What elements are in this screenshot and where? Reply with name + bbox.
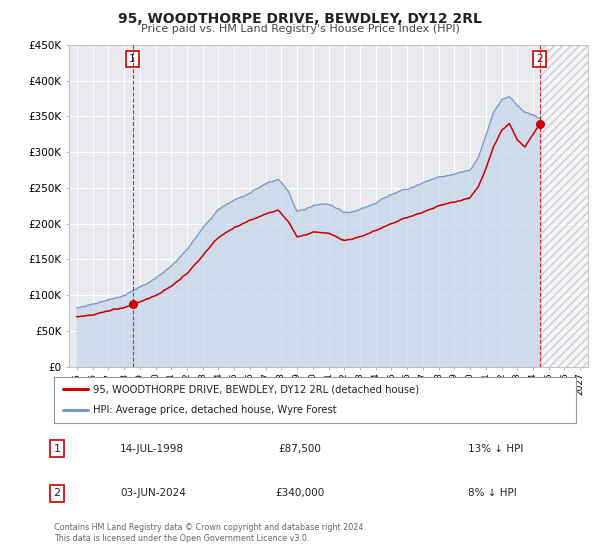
Text: 2: 2: [536, 54, 543, 64]
Text: 2: 2: [53, 488, 61, 498]
Text: 14-JUL-1998: 14-JUL-1998: [120, 444, 184, 454]
Text: 13% ↓ HPI: 13% ↓ HPI: [468, 444, 523, 454]
Text: Contains HM Land Registry data © Crown copyright and database right 2024.: Contains HM Land Registry data © Crown c…: [54, 523, 366, 532]
Text: 95, WOODTHORPE DRIVE, BEWDLEY, DY12 2RL: 95, WOODTHORPE DRIVE, BEWDLEY, DY12 2RL: [118, 12, 482, 26]
Text: This data is licensed under the Open Government Licence v3.0.: This data is licensed under the Open Gov…: [54, 534, 310, 543]
Text: Price paid vs. HM Land Registry's House Price Index (HPI): Price paid vs. HM Land Registry's House …: [140, 24, 460, 34]
Text: 1: 1: [53, 444, 61, 454]
Text: £87,500: £87,500: [278, 444, 322, 454]
Text: 8% ↓ HPI: 8% ↓ HPI: [468, 488, 517, 498]
Text: 03-JUN-2024: 03-JUN-2024: [120, 488, 186, 498]
Bar: [539, 45, 588, 367]
Text: HPI: Average price, detached house, Wyre Forest: HPI: Average price, detached house, Wyre…: [93, 405, 337, 416]
Text: 95, WOODTHORPE DRIVE, BEWDLEY, DY12 2RL (detached house): 95, WOODTHORPE DRIVE, BEWDLEY, DY12 2RL …: [93, 384, 419, 394]
Text: £340,000: £340,000: [275, 488, 325, 498]
Text: 1: 1: [129, 54, 136, 64]
